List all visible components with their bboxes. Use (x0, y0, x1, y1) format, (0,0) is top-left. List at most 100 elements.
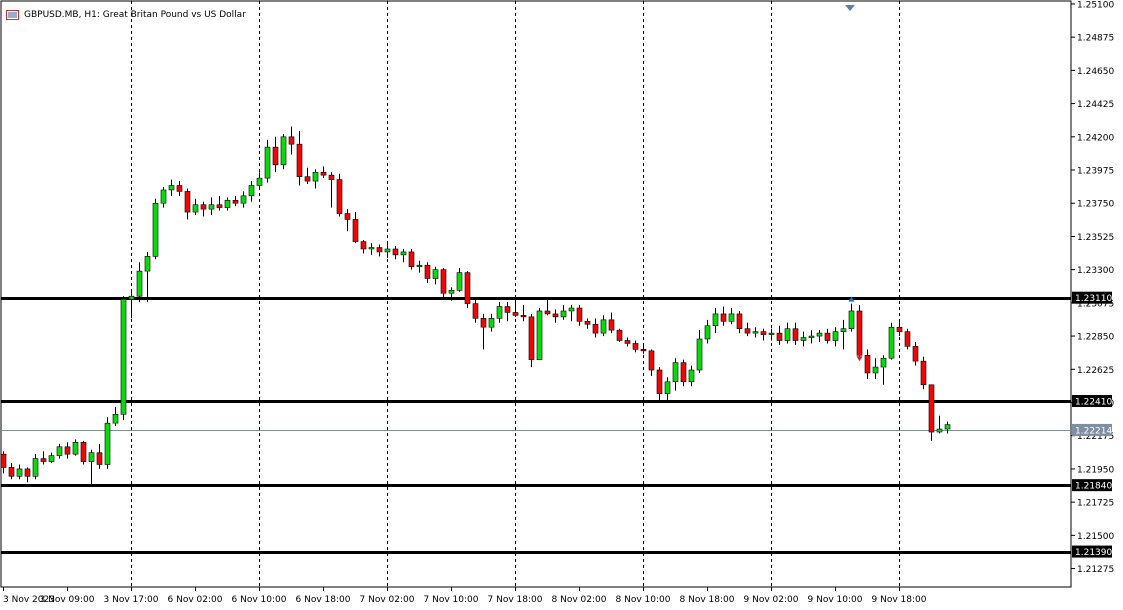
bull-candle-body (496, 306, 503, 319)
candle (496, 302, 503, 323)
candle (936, 415, 943, 434)
level-price-tag (1072, 545, 1112, 558)
chart-symbol-title: GBPUSD.MB, H1: Great Britan Pound vs US … (24, 10, 246, 20)
candle (736, 310, 743, 334)
candle (816, 330, 823, 342)
bull-candle-body (712, 313, 719, 327)
candle (8, 463, 15, 480)
candle (376, 244, 383, 257)
candle (888, 322, 895, 360)
candle (336, 173, 343, 217)
candle (568, 305, 575, 322)
bear-candle-body (504, 306, 511, 313)
candle (584, 318, 591, 329)
bull-candle-body (152, 202, 159, 257)
bear-candle-body (640, 349, 647, 352)
candle (248, 181, 255, 202)
bear-candle-body (320, 171, 327, 176)
y-tick-label: 1.21725 (1077, 499, 1114, 509)
bull-candle-body (944, 424, 951, 430)
bear-candle-body (328, 174, 335, 180)
y-tick-label: 1.23525 (1077, 233, 1114, 243)
bear-candle-body (856, 310, 863, 356)
candle (856, 305, 863, 359)
bear-candle-body (776, 332, 783, 341)
candle (880, 355, 887, 385)
bear-candle-body (200, 204, 207, 210)
candle (432, 266, 439, 285)
bull-candle-body (816, 332, 823, 337)
bull-candle-body (128, 295, 135, 300)
bear-candle-body (392, 248, 399, 256)
chart-shift-triangle-icon[interactable] (845, 5, 855, 11)
candle (944, 421, 951, 434)
bull-candle-body (368, 247, 375, 250)
bull-candle-body (32, 458, 39, 477)
x-tick-label: 7 Nov 18:00 (488, 595, 543, 605)
bear-candle-body (176, 185, 183, 192)
x-tick-label: 8 Nov 10:00 (616, 595, 671, 605)
candle (456, 268, 463, 292)
candle (264, 139, 271, 183)
candle (200, 201, 207, 217)
bull-candle-body (784, 328, 791, 341)
bear-candle-body (736, 313, 743, 329)
bear-candle-body (592, 323, 599, 334)
bull-candle-body (248, 185, 255, 197)
candle (120, 296, 127, 421)
bull-candle-body (560, 310, 567, 318)
candle (872, 358, 879, 379)
candle (776, 325, 783, 345)
bear-candle-body (216, 204, 223, 208)
candle (592, 318, 599, 338)
bull-candle-body (800, 337, 807, 341)
candle (104, 417, 111, 469)
trade-markers (848, 296, 863, 362)
candle (296, 130, 303, 186)
candle (160, 186, 167, 208)
candle (320, 166, 327, 179)
price-axis: 1.25100 1.24875 1.24650 1.24425 1.24200 1.239… (1071, 0, 1114, 575)
x-tick-label: 6 Nov 02:00 (168, 595, 223, 605)
bear-candle-body (544, 310, 551, 315)
candle (520, 305, 527, 322)
bear-candle-body (584, 321, 591, 325)
candle (88, 449, 95, 486)
candle (696, 330, 703, 373)
bear-candle-body (896, 326, 903, 332)
bear-candle-body (904, 331, 911, 347)
candle (728, 308, 735, 325)
candle (136, 262, 143, 303)
candle (648, 349, 655, 376)
candle (680, 359, 687, 387)
bear-candle-body (472, 303, 479, 319)
y-tick-label: 1.21500 (1077, 532, 1114, 542)
bull-candle-body (384, 248, 391, 253)
bull-candle-body (192, 204, 199, 213)
candle (576, 305, 583, 326)
candle (488, 313, 495, 332)
candle (448, 287, 455, 301)
x-tick-label: 3 Nov 17:00 (104, 595, 159, 605)
bear-candle-body (632, 343, 639, 350)
level-price-tag (1072, 291, 1112, 304)
y-tick-label: 1.24875 (1077, 34, 1114, 44)
candle (704, 319, 711, 344)
bear-candle-body (296, 143, 303, 177)
buy-arrow-icon (848, 296, 855, 302)
candle (672, 358, 679, 391)
bull-candle-body (568, 307, 575, 312)
candle (272, 136, 279, 173)
bear-candle-body (0, 453, 7, 468)
candle (832, 327, 839, 347)
candle (544, 299, 551, 316)
bull-candle-body (600, 319, 607, 334)
bull-candle-body (104, 422, 111, 465)
candle (904, 328, 911, 350)
bull-candle-body (280, 136, 287, 166)
bull-candle-body (416, 264, 423, 267)
y-tick-label: 1.23075 (1077, 299, 1114, 309)
candle (760, 328, 767, 341)
candle (24, 467, 31, 483)
